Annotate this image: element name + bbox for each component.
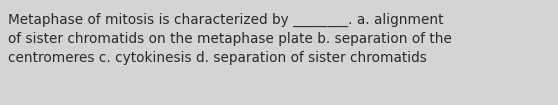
Text: Metaphase of mitosis is characterized by ________. a. alignment
of sister chroma: Metaphase of mitosis is characterized by… — [8, 13, 452, 65]
